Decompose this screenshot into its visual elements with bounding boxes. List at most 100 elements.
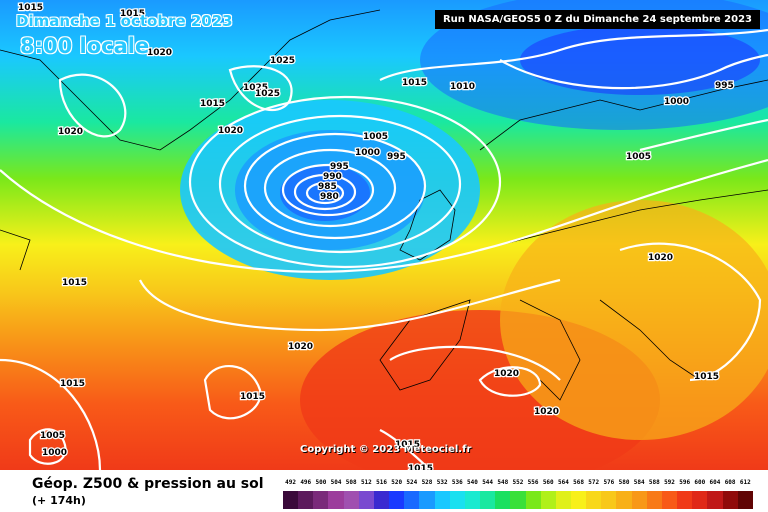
isobar-label: 1025 (255, 89, 280, 99)
isobar-label: 1015 (395, 440, 420, 450)
isobar-label: 1015 (402, 78, 427, 88)
isobar-label: 1000 (42, 448, 67, 458)
scale-tick-label: 500 (315, 479, 327, 486)
isobar-label: 1015 (18, 3, 43, 13)
scale-tick-label: 568 (573, 479, 584, 486)
scale-color-swatch (677, 491, 693, 509)
scale-tick-label: 612 (739, 479, 751, 486)
scale-color-swatch (449, 491, 465, 509)
scale-color-swatch (283, 491, 299, 509)
scale-color-swatch (601, 491, 617, 509)
scale-tick-label: 524 (406, 479, 418, 486)
scale-tick-label: 600 (694, 479, 706, 486)
scale-tick-label: 596 (679, 479, 691, 486)
isobar-label: 1000 (355, 148, 380, 158)
scale-tick-label: 516 (376, 479, 387, 486)
forecast-date: Dimanche 1 octobre 2023 (16, 12, 233, 30)
scale-color-swatch (389, 491, 405, 509)
run-info: Run NASA/GEOS5 0 Z du Dimanche 24 septem… (434, 10, 760, 29)
scale-colors (283, 491, 753, 509)
isobar-label: 985 (318, 182, 337, 192)
isobar-label: 1020 (218, 126, 243, 136)
isobar-label: 1015 (120, 9, 145, 19)
scale-color-swatch (631, 491, 647, 509)
scale-tick-label: 580 (618, 479, 630, 486)
isobar-label: 1020 (648, 253, 673, 263)
isobar-label: 1000 (664, 97, 689, 107)
isobar-label: 1015 (408, 464, 433, 470)
scale-color-swatch (555, 491, 571, 509)
isobar-labels: 1015 1015 1020 1025 1025 1025 1015 1020 … (17, 2, 735, 470)
scale-tick-label: 592 (664, 479, 675, 486)
isobar-label: 1015 (200, 99, 225, 109)
scale-tick-label: 528 (421, 479, 433, 486)
isobar-label: 980 (320, 192, 339, 202)
scale-tick-label: 496 (300, 479, 312, 486)
scale-tick-label: 576 (603, 479, 615, 486)
scale-tick-label: 548 (497, 479, 509, 486)
scale-color-swatch (328, 491, 344, 509)
scale-tick-label: 540 (467, 479, 478, 486)
isobar-label: 1005 (363, 132, 388, 142)
scale-tick-label: 536 (451, 479, 463, 486)
eastern-europe-field (500, 200, 768, 440)
isobar-label: 995 (330, 162, 349, 172)
isobar-lines (0, 28, 768, 470)
scale-color-swatch (737, 491, 753, 509)
scale-color-swatch (373, 491, 390, 509)
scale-color-swatch (646, 491, 662, 509)
isobar-label: 990 (323, 172, 342, 182)
isobar-label: 1015 (62, 278, 87, 288)
isobar-label: 1020 (288, 342, 313, 352)
legend-bar: Géop. Z500 & pression au sol (+ 174h) 49… (0, 470, 768, 512)
forecast-time: 8:00 locale (20, 34, 150, 58)
scale-tick-label: 564 (557, 479, 569, 486)
isobar-label: 1015 (60, 379, 85, 389)
isobar-label: 1025 (270, 56, 295, 66)
scale-color-swatch (313, 491, 329, 509)
scale-color-swatch (343, 491, 359, 509)
scale-color-swatch (722, 491, 738, 509)
scale-color-swatch (464, 491, 481, 509)
weather-map: 1015 1015 1020 1025 1025 1025 1015 1020 … (0, 0, 768, 470)
isobar-label: 1020 (534, 407, 559, 417)
scale-color-swatch (510, 491, 526, 509)
scale-color-swatch (298, 491, 314, 509)
scale-tick-label: 572 (588, 479, 600, 486)
scale-color-swatch (692, 491, 708, 509)
scale-color-swatch (661, 491, 678, 509)
scale-color-swatch (358, 491, 374, 509)
scale-color-swatch (480, 491, 496, 509)
scale-tick-label: 608 (724, 479, 736, 486)
scale-color-swatch (707, 491, 723, 509)
scale-color-swatch (586, 491, 602, 509)
isobar-label: 995 (387, 152, 406, 162)
isobar-label: 1020 (494, 369, 519, 379)
scale-tick-label: 588 (648, 479, 660, 486)
scale-tick-label: 552 (512, 479, 524, 486)
scale-color-swatch (616, 491, 632, 509)
scale-tick-label: 532 (436, 479, 448, 486)
isobar-label: 1025 (243, 83, 268, 93)
scale-tick-label: 492 (285, 479, 296, 486)
scale-tick-label: 504 (330, 479, 342, 486)
scale-tick-label: 508 (345, 479, 357, 486)
isobar-label: 1015 (240, 392, 265, 402)
coastlines (0, 9, 768, 401)
legend-title: Géop. Z500 & pression au sol (32, 476, 264, 492)
isobar-label: 1005 (40, 431, 65, 441)
scale-tick-label: 544 (482, 479, 494, 486)
isobar-label: 995 (715, 81, 734, 91)
scale-ticks: 492 496 500 504 508 512 516 520 524 528 532 536 540 5… (283, 479, 753, 489)
color-scale: 492 496 500 504 508 512 516 520 524 528 532 536 540 5… (283, 479, 753, 509)
scale-color-swatch (540, 491, 556, 509)
isobar-label: 1015 (694, 372, 719, 382)
legend-subtitle: (+ 174h) (32, 494, 86, 507)
scale-color-swatch (570, 491, 587, 509)
isobar-label: 1005 (626, 152, 651, 162)
scale-color-swatch (525, 491, 541, 509)
scale-color-swatch (419, 491, 435, 509)
copyright: Copyright © 2023 Meteociel.fr (300, 444, 472, 455)
atlantic-low-core (280, 165, 370, 221)
scale-color-swatch (495, 491, 511, 509)
